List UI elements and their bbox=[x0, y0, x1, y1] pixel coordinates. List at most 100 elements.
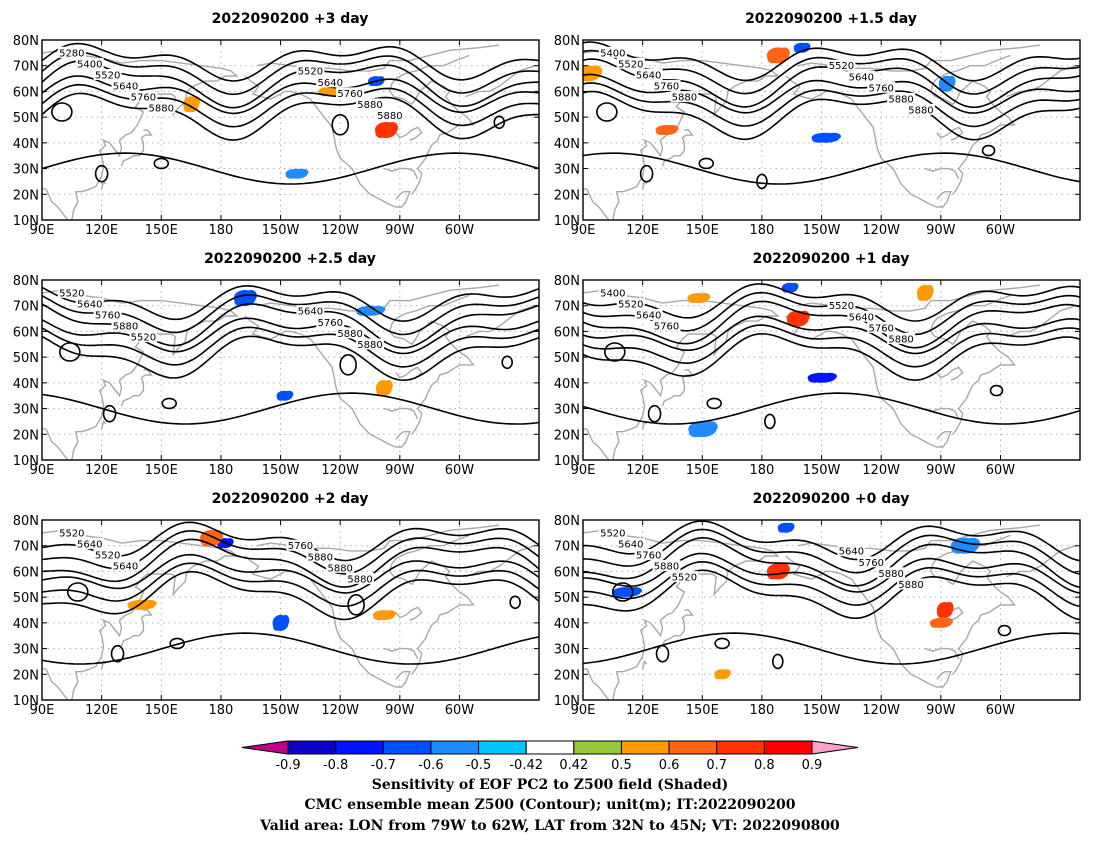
patch-area bbox=[285, 390, 294, 398]
x-tick-label: 150W bbox=[803, 463, 841, 478]
coastline bbox=[465, 65, 536, 98]
panel-title: 2022090200 +2 day bbox=[212, 491, 369, 507]
y-tick-label: 50N bbox=[554, 351, 580, 366]
y-tick-label: 60N bbox=[13, 565, 39, 580]
sensitivity-patch bbox=[375, 380, 393, 396]
coastline bbox=[383, 167, 419, 180]
coastline bbox=[661, 609, 694, 647]
y-tick-label: 30N bbox=[13, 403, 39, 418]
contour-label-bg bbox=[827, 299, 856, 311]
contour-label-bg bbox=[356, 98, 385, 110]
contour-label: 5640 bbox=[618, 539, 643, 550]
x-tick-label: 60W bbox=[445, 463, 475, 478]
z500-closed-contour bbox=[756, 173, 768, 190]
patch-area bbox=[613, 591, 627, 597]
coastline bbox=[924, 647, 960, 660]
x-tick-label: 120E bbox=[85, 703, 118, 718]
patch-area bbox=[786, 522, 795, 530]
z500-contour bbox=[42, 92, 539, 141]
contour-label-bg bbox=[57, 46, 86, 58]
x-tick-label: 180 bbox=[750, 223, 775, 238]
sensitivity-patch bbox=[655, 125, 679, 135]
contour-label-bg bbox=[867, 321, 896, 333]
contour-label-bg bbox=[356, 338, 385, 350]
x-tick-label: 120W bbox=[862, 703, 900, 718]
x-tick-label: 180 bbox=[209, 703, 234, 718]
contour-label-bg bbox=[57, 286, 86, 298]
coastline bbox=[583, 188, 610, 220]
z500-closed-contour bbox=[981, 144, 996, 157]
contour-label-bg bbox=[346, 572, 375, 584]
coastline bbox=[641, 659, 648, 670]
contour-label: 5400 bbox=[600, 48, 625, 59]
coastline bbox=[42, 428, 69, 460]
z500-contour bbox=[583, 569, 1080, 621]
y-tick-label: 80N bbox=[554, 514, 580, 529]
coastline bbox=[120, 129, 153, 167]
z500-closed-contour bbox=[102, 404, 117, 423]
patch-area bbox=[937, 608, 945, 618]
contour-label-bg bbox=[111, 560, 140, 572]
contour-label-bg bbox=[887, 332, 916, 344]
patch-area bbox=[812, 136, 825, 143]
z500-closed-contour bbox=[59, 342, 81, 362]
contour-label: 5880 bbox=[113, 322, 138, 333]
contour-label-bg bbox=[897, 578, 926, 590]
z500-contour bbox=[42, 83, 539, 128]
x-tick-label: 150E bbox=[145, 703, 178, 718]
y-tick-label: 30N bbox=[13, 643, 39, 658]
x-tick-label: 90W bbox=[926, 463, 956, 478]
coastline bbox=[930, 54, 1016, 195]
contour-label-bg bbox=[616, 57, 645, 69]
contour-label: 5520 bbox=[618, 59, 643, 70]
y-tick-label: 20N bbox=[13, 668, 39, 683]
z500-contour bbox=[583, 536, 1080, 589]
patch-area bbox=[808, 376, 821, 383]
map-panel-plus-1-5-day: 2022090200 +1.5 day 54005520564057605880… bbox=[554, 11, 1081, 238]
z500-closed-contour bbox=[110, 644, 125, 663]
coastline bbox=[465, 545, 536, 578]
z500-contour bbox=[583, 315, 1080, 355]
sensitivity-patch bbox=[583, 65, 603, 82]
patch-area bbox=[699, 293, 711, 300]
coastline bbox=[256, 44, 500, 72]
colorbar-label: 0.5 bbox=[611, 758, 632, 773]
contour-label: 5520 bbox=[672, 573, 697, 584]
z500-closed-contour bbox=[764, 413, 776, 430]
z500-contour bbox=[42, 152, 539, 185]
contour-label: 5880 bbox=[908, 105, 933, 116]
colorbar-label: -0.7 bbox=[371, 758, 396, 773]
z500-closed-contour bbox=[509, 595, 521, 610]
contour-label: 5520 bbox=[59, 288, 84, 299]
sensitivity-patch bbox=[374, 122, 399, 138]
contour-label: 5640 bbox=[318, 78, 343, 89]
contour-label-bg bbox=[75, 57, 104, 69]
z500-closed-contour bbox=[698, 157, 715, 170]
coastline bbox=[42, 668, 69, 700]
coastline bbox=[120, 609, 153, 647]
contour-label: 5880 bbox=[672, 93, 697, 104]
contour-label: 5640 bbox=[113, 562, 138, 573]
contour-label: 5880 bbox=[327, 563, 352, 574]
colorbar-segment bbox=[716, 740, 765, 755]
coastline bbox=[661, 369, 694, 407]
contour-label: 5880 bbox=[377, 111, 402, 122]
x-tick-label: 120E bbox=[626, 223, 659, 238]
contour-label: 5520 bbox=[95, 70, 120, 81]
y-tick-label: 70N bbox=[554, 540, 580, 555]
contour-label-bg bbox=[306, 550, 335, 562]
contour-label-bg bbox=[57, 526, 86, 538]
patch-area bbox=[375, 128, 386, 138]
coastline bbox=[583, 428, 610, 460]
contour-label: 5640 bbox=[839, 547, 864, 558]
contour-label: 5520 bbox=[600, 528, 625, 539]
z500-contour bbox=[583, 49, 1080, 95]
contour-label: 5400 bbox=[77, 59, 102, 70]
colorbar-segment bbox=[573, 740, 622, 755]
patch-area bbox=[917, 291, 925, 301]
x-tick-label: 120W bbox=[321, 223, 359, 238]
coastline bbox=[120, 369, 153, 407]
colorbar-label: 0.8 bbox=[754, 758, 775, 773]
